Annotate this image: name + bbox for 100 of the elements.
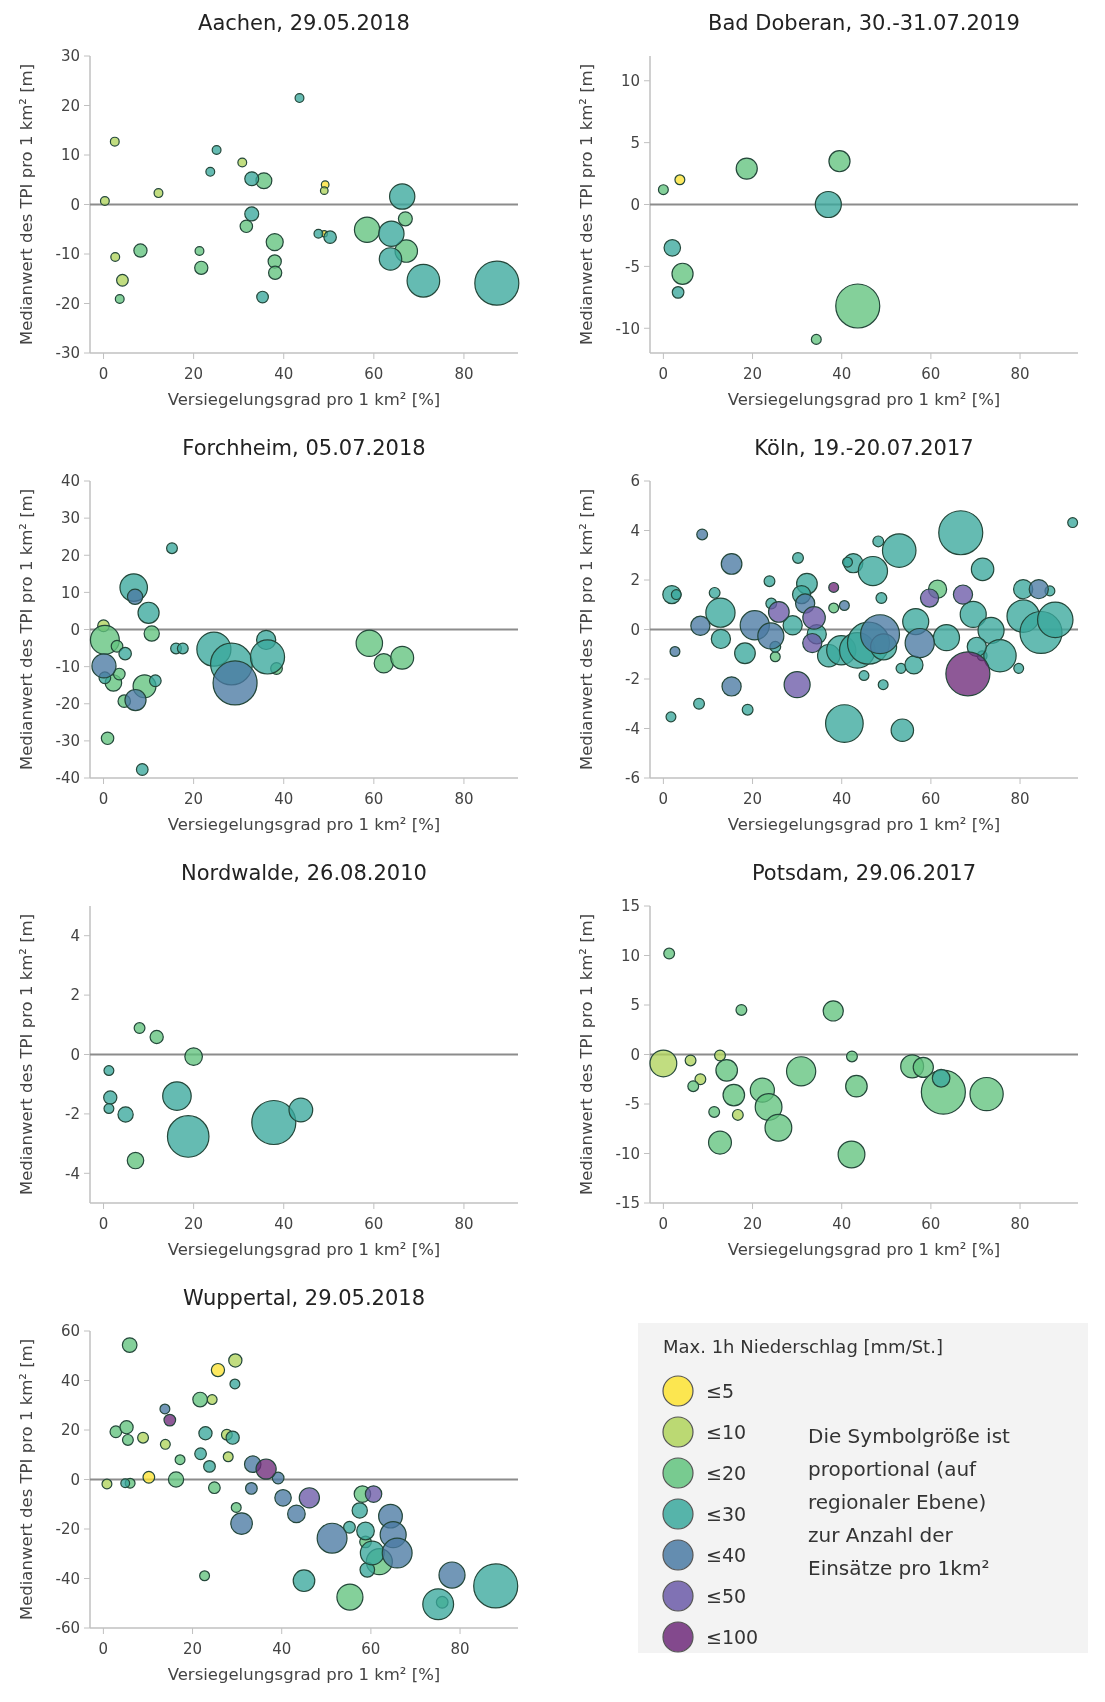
y-tick-label: 6 [630, 472, 640, 491]
y-axis-title: Medianwert des TPI pro 1 km² [m] [577, 913, 596, 1196]
legend-label: ≤30 [706, 1502, 747, 1525]
x-tick-label: 40 [832, 790, 852, 808]
y-tick-label: -30 [55, 732, 80, 751]
y-tick-label: 10 [620, 72, 640, 90]
y-tick-label: 40 [60, 1371, 80, 1390]
y-tick-label: -20 [55, 1520, 80, 1539]
x-tick-label: 0 [658, 1215, 669, 1233]
y-tick-label: 30 [60, 509, 80, 528]
y-tick-label: -5 [625, 1095, 640, 1114]
y-axis-title: Medianwert des TPI pro 1 km² [m] [577, 63, 596, 346]
y-tick-label: -40 [55, 1569, 80, 1588]
legend-label: ≤10 [706, 1420, 747, 1443]
x-axis-title: Versiegelungsgrad pro 1 km² [%] [727, 390, 1001, 409]
y-axis-title: Medianwert des TPI pro 1 km² [m] [17, 913, 36, 1196]
y-tick-label: 10 [620, 946, 640, 965]
x-axis-title: Versiegelungsgrad pro 1 km² [%] [727, 1240, 1001, 1259]
chart-title: Köln, 19.-20.07.2017 [754, 436, 974, 460]
x-tick-label: 40 [274, 1215, 294, 1233]
x-tick-label: 20 [742, 365, 763, 383]
x-axis-title: Versiegelungsgrad pro 1 km² [%] [167, 815, 441, 834]
y-tick-label: 4 [70, 926, 80, 945]
y-axis-title: Medianwert des TPI pro 1 km² [m] [577, 488, 596, 771]
x-tick-label: 80 [454, 790, 474, 808]
y-tick-label: 5 [630, 996, 640, 1015]
y-tick-label: 2 [70, 986, 80, 1005]
y-tick-label: 0 [630, 195, 640, 214]
legend-label: ≤20 [706, 1461, 747, 1484]
x-tick-label: 80 [1010, 790, 1030, 808]
y-tick-label: 2 [630, 571, 640, 590]
x-tick-label: 20 [182, 1640, 203, 1658]
x-tick-label: 80 [1010, 1215, 1030, 1233]
x-tick-label: 0 [658, 790, 669, 808]
x-axis-title: Versiegelungsgrad pro 1 km² [%] [727, 815, 1001, 834]
y-tick-label: -2 [625, 670, 640, 689]
y-tick-label: 0 [630, 620, 640, 639]
x-tick-label: 0 [98, 1640, 109, 1658]
chart-title: Potsdam, 29.06.2017 [751, 861, 977, 885]
y-axis-title: Medianwert des TPI pro 1 km² [m] [17, 63, 36, 346]
legend-title: Max. 1h Niederschlag [mm/St.] [663, 1336, 943, 1357]
y-tick-label: 0 [70, 195, 80, 214]
y-tick-label: -20 [55, 294, 80, 313]
y-tick-label: 0 [630, 1045, 640, 1064]
chart-title: Aachen, 29.05.2018 [198, 11, 410, 35]
y-tick-label: 0 [70, 620, 80, 639]
y-tick-label: -10 [615, 319, 640, 338]
x-tick-label: 40 [274, 365, 294, 383]
y-tick-label: -5 [625, 257, 640, 276]
y-tick-label: 20 [60, 546, 80, 565]
x-tick-label: 60 [364, 1215, 384, 1233]
y-tick-label: 30 [60, 47, 80, 66]
y-tick-label: -4 [65, 1164, 80, 1183]
x-tick-label: 0 [98, 365, 109, 383]
x-tick-label: 80 [450, 1640, 470, 1658]
x-axis-title: Versiegelungsgrad pro 1 km² [%] [167, 1665, 441, 1684]
x-tick-label: 20 [742, 1215, 763, 1233]
y-tick-label: -10 [55, 245, 80, 264]
y-tick-label: -60 [55, 1619, 80, 1638]
x-tick-label: 60 [364, 790, 384, 808]
x-tick-label: 40 [832, 365, 852, 383]
x-tick-label: 60 [364, 365, 384, 383]
y-tick-label: 15 [620, 897, 640, 916]
chart-title: Bad Doberan, 30.-31.07.2019 [708, 11, 1020, 35]
chart-title: Wuppertal, 29.05.2018 [182, 1286, 426, 1310]
x-tick-label: 80 [1010, 365, 1030, 383]
y-tick-label: -4 [625, 719, 640, 738]
y-tick-label: -2 [65, 1105, 80, 1124]
x-tick-label: 40 [832, 1215, 852, 1233]
x-axis-title: Versiegelungsgrad pro 1 km² [%] [167, 390, 441, 409]
y-tick-label: -40 [55, 769, 80, 788]
y-tick-label: 10 [60, 146, 80, 165]
y-tick-label: -15 [615, 1194, 640, 1213]
y-tick-label: 10 [60, 583, 80, 602]
x-tick-label: 0 [98, 790, 109, 808]
legend-label: ≤50 [706, 1584, 747, 1607]
y-tick-label: -30 [55, 344, 80, 363]
x-tick-label: 60 [921, 365, 941, 383]
y-tick-label: 4 [630, 521, 640, 540]
chart-title: Nordwalde, 26.08.2010 [181, 861, 427, 885]
y-axis-title: Medianwert des TPI pro 1 km² [m] [17, 1338, 36, 1621]
chart-title: Forchheim, 05.07.2018 [182, 436, 426, 460]
y-tick-label: -6 [625, 769, 640, 788]
y-axis-title: Medianwert des TPI pro 1 km² [m] [17, 488, 36, 771]
x-tick-label: 0 [98, 1215, 109, 1233]
y-tick-label: -10 [615, 1144, 640, 1163]
x-axis-title: Versiegelungsgrad pro 1 km² [%] [167, 1240, 441, 1259]
x-tick-label: 40 [274, 790, 294, 808]
x-tick-label: 0 [658, 365, 669, 383]
y-tick-label: 20 [60, 96, 80, 115]
x-tick-label: 60 [921, 1215, 941, 1233]
y-tick-label: -20 [55, 695, 80, 713]
legend-label: ≤40 [706, 1543, 747, 1566]
y-tick-label: 60 [60, 1322, 80, 1341]
y-tick-label: 0 [70, 1045, 80, 1064]
x-tick-label: 20 [184, 790, 204, 808]
x-tick-label: 80 [454, 365, 474, 383]
y-tick-label: -10 [55, 657, 80, 676]
legend-label: ≤100 [706, 1625, 759, 1648]
x-tick-label: 20 [742, 790, 763, 808]
